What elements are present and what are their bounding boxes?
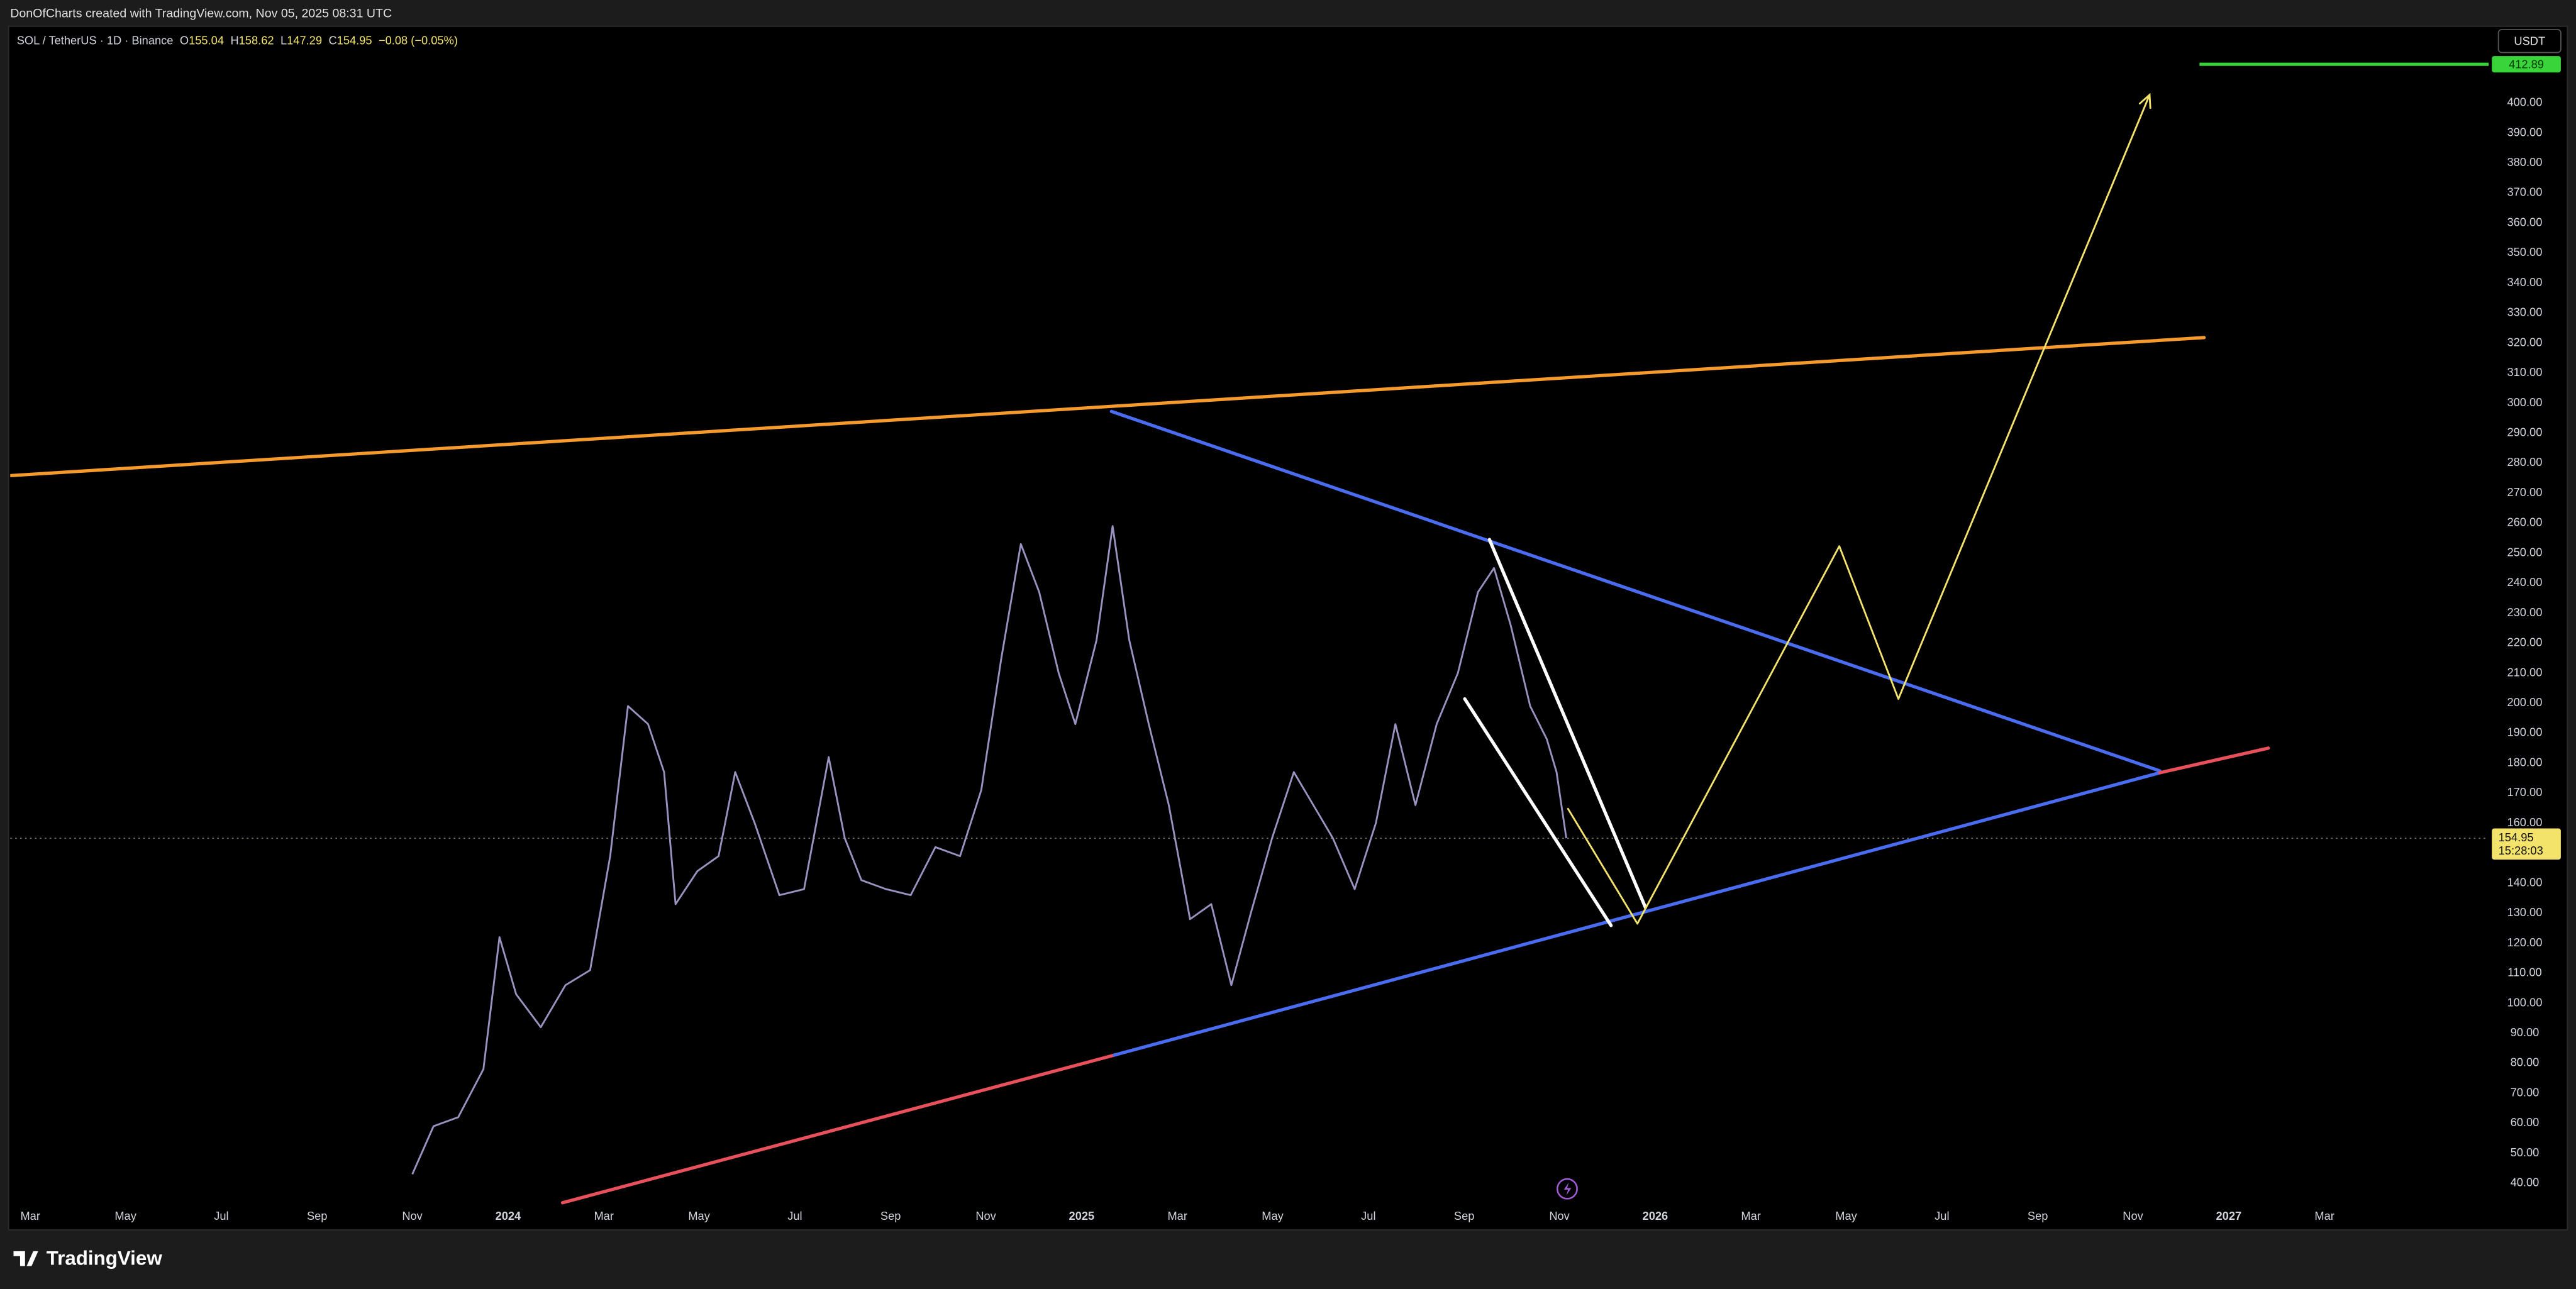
y-tick-label: 320.00 xyxy=(2507,335,2542,348)
legend: SOL / TetherUS · 1D · Binance O155.04 H158… xyxy=(17,33,458,47)
last-price-box xyxy=(2492,828,2561,860)
y-tick-label: 340.00 xyxy=(2507,275,2542,289)
y-tick-label: 210.00 xyxy=(2507,665,2542,678)
arrow-head xyxy=(2138,92,2151,109)
ohlc-key: L xyxy=(280,33,287,47)
y-tick-label: 200.00 xyxy=(2507,695,2542,709)
trend-line xyxy=(560,1053,1116,1205)
x-tick-label: Sep xyxy=(307,1209,328,1222)
trend-line xyxy=(1487,538,1647,909)
logo-icon[interactable] xyxy=(13,1251,38,1266)
x-tick-label: May xyxy=(1262,1209,1284,1222)
ohlc-key: C xyxy=(328,33,336,47)
y-tick-label: 160.00 xyxy=(2507,816,2542,829)
x-tick-label: Mar xyxy=(594,1209,613,1222)
x-tick-label: 2026 xyxy=(1643,1209,1668,1222)
y-tick-label: 80.00 xyxy=(2511,1056,2540,1069)
y-tick-label: 280.00 xyxy=(2507,455,2542,468)
y-tick-label: 220.00 xyxy=(2507,636,2542,649)
y-tick-label: 380.00 xyxy=(2507,155,2542,169)
trend-line xyxy=(1463,697,1613,927)
y-tick-label: 90.00 xyxy=(2511,1026,2540,1039)
y-tick-label: 330.00 xyxy=(2507,306,2542,319)
last-price-label: 154.95 xyxy=(2499,831,2534,844)
trend-line xyxy=(1113,771,2162,1057)
x-tick-label: May xyxy=(688,1209,710,1222)
x-tick-label: 2027 xyxy=(2216,1209,2242,1222)
y-tick-label: 190.00 xyxy=(2507,726,2542,739)
brand-name[interactable]: TradingView xyxy=(47,1247,163,1269)
trend-line xyxy=(1109,409,2162,773)
y-tick-label: 230.00 xyxy=(2507,606,2542,619)
y-tick-label: 50.00 xyxy=(2511,1146,2540,1159)
ohlc-value: 154.95 xyxy=(337,33,372,47)
y-tick-label: 140.00 xyxy=(2507,875,2542,888)
y-tick-label: 350.00 xyxy=(2507,245,2542,258)
y-tick-label: 360.00 xyxy=(2507,215,2542,228)
x-tick-label: Sep xyxy=(2028,1209,2048,1222)
y-tick-label: 290.00 xyxy=(2507,426,2542,439)
y-tick-label: 250.00 xyxy=(2507,545,2542,558)
y-tick-label: 60.00 xyxy=(2511,1115,2540,1129)
x-tick-label: Nov xyxy=(1549,1209,1570,1222)
ohlc-value: 147.29 xyxy=(287,33,322,47)
currency-box[interactable] xyxy=(2497,29,2562,53)
plot-layer xyxy=(10,92,2489,1205)
y-tick-label: 100.00 xyxy=(2507,995,2542,1009)
x-tick-label: Nov xyxy=(402,1209,423,1222)
currency-label[interactable]: USDT xyxy=(2514,34,2545,47)
x-tick-label: May xyxy=(114,1209,136,1222)
y-tick-label: 390.00 xyxy=(2507,125,2542,138)
plot-background xyxy=(8,25,2568,1231)
ohlc-key: O xyxy=(180,33,189,47)
y-tick-label: 180.00 xyxy=(2507,755,2542,768)
y-tick-label: 400.00 xyxy=(2507,96,2542,109)
y-tick-label: 310.00 xyxy=(2507,365,2542,379)
y-tick-label: 270.00 xyxy=(2507,485,2542,499)
x-tick-label: Mar xyxy=(2314,1209,2334,1222)
y-tick-label: 370.00 xyxy=(2507,185,2542,199)
x-tick-label: May xyxy=(1835,1209,1857,1222)
x-tick-label: 2024 xyxy=(496,1209,521,1222)
ohlc-key: H xyxy=(230,33,238,47)
x-tick-label: Nov xyxy=(975,1209,996,1222)
logo[interactable]: TradingView xyxy=(13,1247,163,1269)
trend-line xyxy=(10,336,2206,478)
x-tick-label: Jul xyxy=(787,1209,802,1222)
x-tick-label: Mar xyxy=(1741,1209,1760,1222)
x-tick-label: Jul xyxy=(1935,1209,1949,1222)
y-tick-label: 40.00 xyxy=(2511,1176,2540,1189)
price-line xyxy=(411,525,1567,1175)
ohlc-value: 158.62 xyxy=(239,33,274,47)
y-tick-label: 120.00 xyxy=(2507,936,2542,949)
y-tick-label: 260.00 xyxy=(2507,516,2542,529)
y-tick-label: 110.00 xyxy=(2507,966,2542,979)
countdown-label: 15:28:03 xyxy=(2499,844,2543,857)
y-tick-label: 130.00 xyxy=(2507,905,2542,919)
event-icon[interactable] xyxy=(1556,1178,1578,1200)
x-tick-label: 2025 xyxy=(1069,1209,1095,1222)
trend-line xyxy=(2158,746,2270,775)
x-tick-label: Sep xyxy=(1454,1209,1475,1222)
x-tick-label: Mar xyxy=(1167,1209,1187,1222)
change-value: −0.08 (−0.05%) xyxy=(379,33,458,47)
y-tick-label: 240.00 xyxy=(2507,575,2542,589)
x-tick-label: Jul xyxy=(214,1209,228,1222)
event-icon-bolt[interactable] xyxy=(1563,1182,1572,1196)
x-tick-label: Mar xyxy=(20,1209,40,1222)
x-tick-label: Jul xyxy=(1361,1209,1375,1222)
ohlc-value: 155.04 xyxy=(189,33,224,47)
x-tick-label: Sep xyxy=(880,1209,901,1222)
y-tick-label: 300.00 xyxy=(2507,396,2542,409)
trend-line xyxy=(1567,94,2151,925)
target-label-box xyxy=(2492,56,2561,73)
y-tick-label: 70.00 xyxy=(2511,1085,2540,1098)
y-tick-label: 170.00 xyxy=(2507,785,2542,799)
target-label: 412.89 xyxy=(2509,57,2544,70)
x-tick-label: Nov xyxy=(2123,1209,2143,1222)
header-text: DonOfCharts created with TradingView.com… xyxy=(10,6,392,20)
symbol-name: SOL / TetherUS · 1D · Binance xyxy=(17,33,174,47)
